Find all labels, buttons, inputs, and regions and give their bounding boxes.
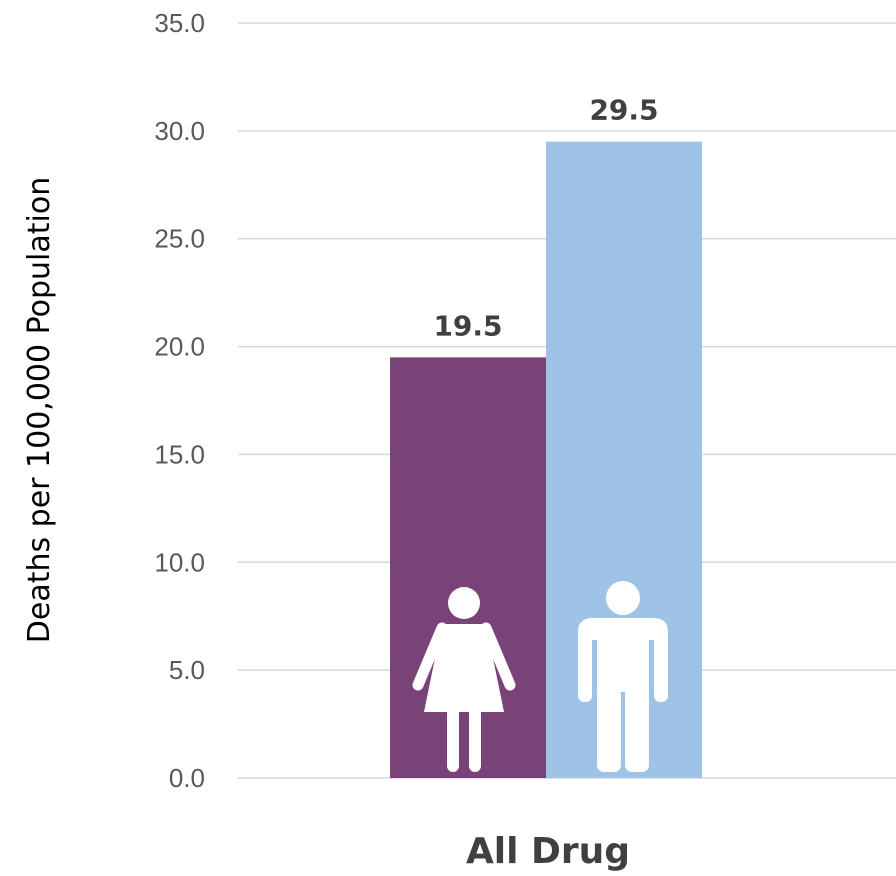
y-tick-label: 20.0 [154, 332, 205, 362]
y-axis-title: Deaths per 100,000 Population [22, 177, 57, 643]
female-icon [412, 587, 516, 772]
male-icon [578, 581, 668, 772]
y-tick-label: 5.0 [169, 655, 205, 685]
category-label: All Drug [466, 831, 630, 872]
y-axis-ticks: 0.0 5.0 10.0 15.0 20.0 25.0 30.0 35.0 [154, 8, 205, 793]
data-label: 29.5 [589, 94, 658, 127]
y-tick-label: 0.0 [169, 763, 205, 793]
bar [390, 357, 546, 778]
y-tick-label: 10.0 [154, 547, 205, 577]
y-tick-label: 25.0 [154, 224, 205, 254]
data-label: 19.5 [433, 309, 502, 342]
icons [412, 581, 668, 772]
y-tick-label: 15.0 [154, 439, 205, 469]
y-tick-label: 35.0 [154, 8, 205, 38]
y-tick-label: 30.0 [154, 116, 205, 146]
data-labels: 19.5 29.5 [433, 94, 658, 343]
